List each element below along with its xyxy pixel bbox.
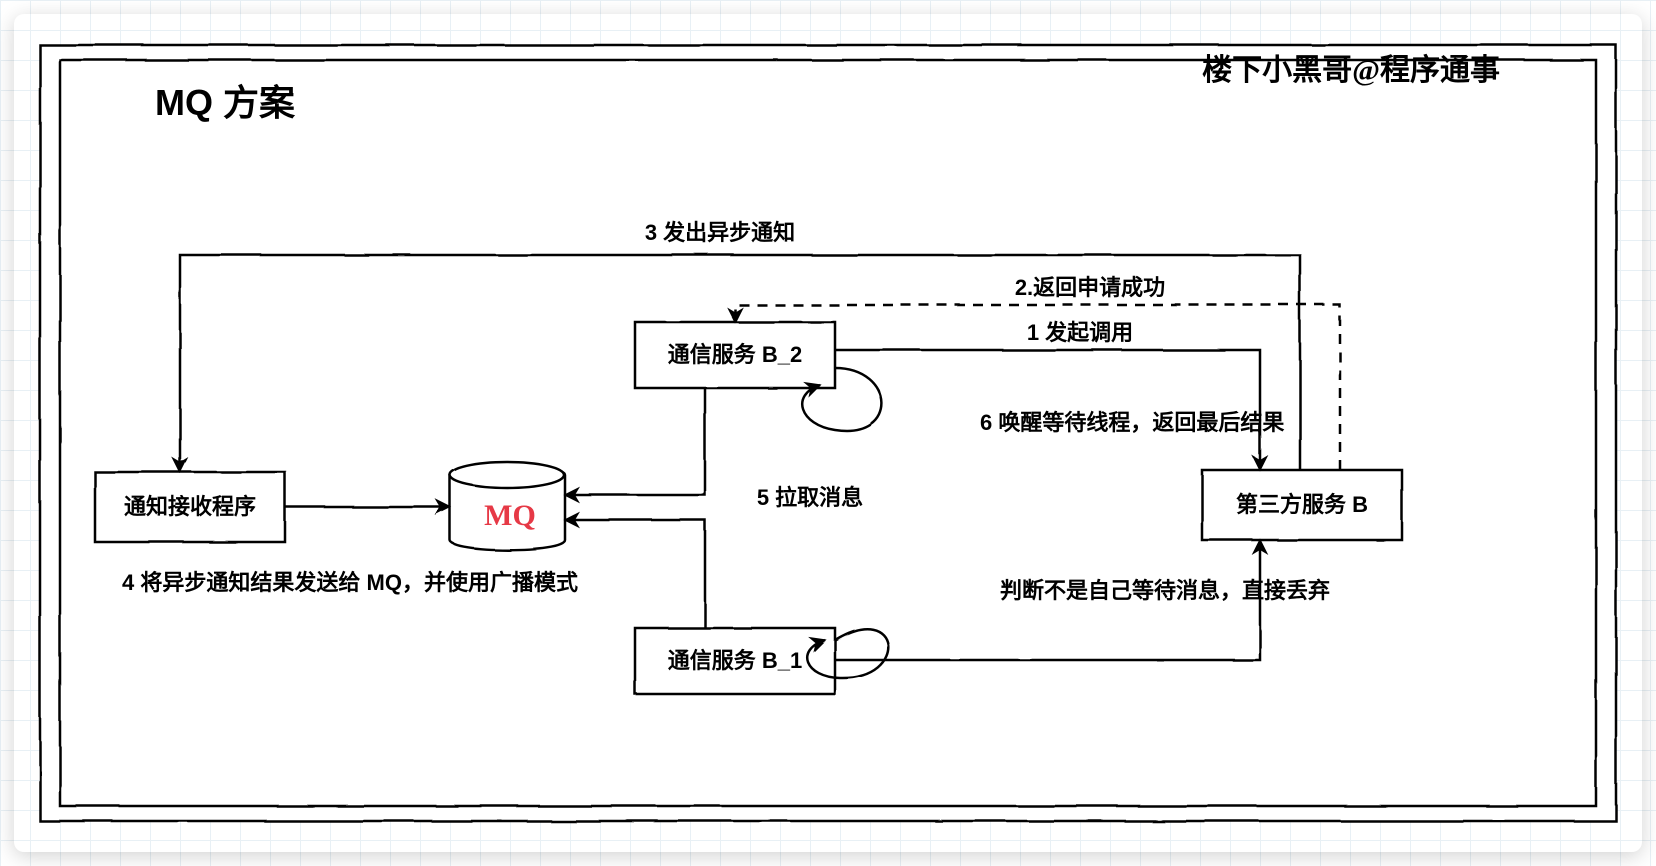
label-edge-3: 3 发出异步通知: [645, 220, 795, 245]
watermark-text: 楼下小黑哥@程序通事: [1202, 53, 1500, 87]
label-mq: MQ: [484, 499, 536, 532]
label-edge-2: 2.返回申请成功: [1015, 275, 1165, 300]
label-third: 第三方服务 B: [1236, 492, 1368, 517]
label-b1: 通信服务 B_1: [668, 648, 802, 673]
label-receiver: 通知接收程序: [124, 494, 256, 519]
diagram-canvas: MQ 方案 楼下小黑哥@程序通事 通知接收程序 MQ 通信服务 B_2 通信服务…: [0, 0, 1656, 866]
label-b2: 通信服务 B_2: [668, 342, 802, 367]
label-edge-1: 1 发起调用: [1027, 320, 1133, 345]
label-edge-4: 4 将异步通知结果发送给 MQ，并使用广播模式: [122, 570, 578, 595]
diagram-title: MQ 方案: [155, 82, 296, 123]
label-edge-5: 5 拉取消息: [757, 485, 863, 510]
label-edge-7: 判断不是自己等待消息，直接丢弃: [1000, 578, 1330, 603]
label-edge-6: 6 唤醒等待线程，返回最后结果: [980, 410, 1284, 435]
